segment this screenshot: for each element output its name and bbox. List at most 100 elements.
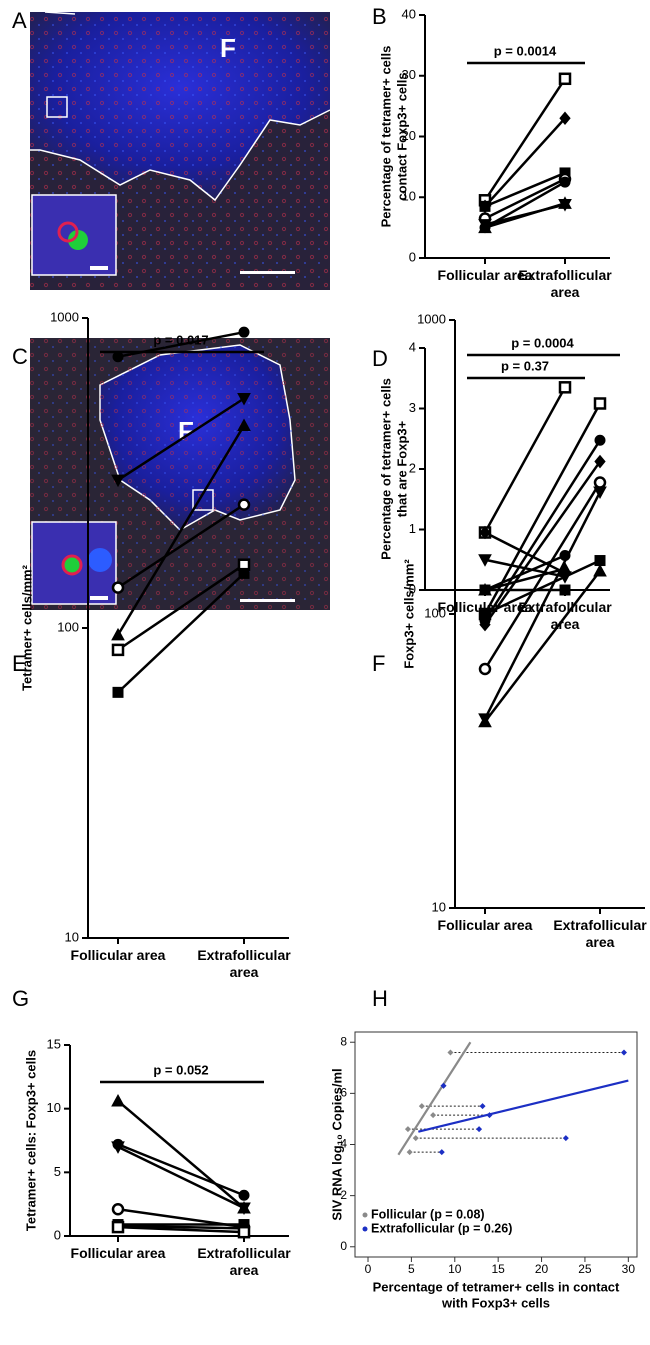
y-tick-label: 15 xyxy=(47,1036,61,1051)
x-tick-label: 5 xyxy=(408,1262,415,1276)
x-tick-label: Extrafollicular area xyxy=(197,947,291,980)
pair-line xyxy=(117,1143,245,1197)
pair-line xyxy=(116,424,246,636)
pair-line xyxy=(117,397,245,482)
x-tick-label: Extrafollicular area xyxy=(197,1245,291,1278)
point xyxy=(478,554,492,567)
point xyxy=(237,1225,251,1239)
point xyxy=(486,1112,493,1119)
legend-swatch xyxy=(362,1226,368,1232)
point xyxy=(558,72,572,86)
point xyxy=(237,498,251,511)
point xyxy=(447,1049,454,1056)
pair-line xyxy=(484,117,566,208)
point xyxy=(111,1203,125,1216)
y-tick-label: 0 xyxy=(340,1239,347,1253)
x-tick-label: Follicular area xyxy=(437,917,533,933)
point xyxy=(479,584,491,596)
point xyxy=(594,434,606,446)
point xyxy=(479,200,491,212)
point xyxy=(111,1141,125,1154)
point xyxy=(559,584,571,596)
panel-label: B xyxy=(372,4,387,29)
pair-line xyxy=(117,1224,245,1230)
y-tick-label: 100 xyxy=(57,619,79,634)
point xyxy=(594,454,606,469)
pair-line xyxy=(483,481,602,670)
pair-line xyxy=(484,559,601,616)
y-tick-label: 4 xyxy=(340,1137,347,1151)
x-tick-label: Follicular area xyxy=(70,947,166,963)
y-tick-label: 10 xyxy=(47,1100,61,1115)
x-tick-label: Follicular area xyxy=(437,267,533,283)
point xyxy=(412,1135,419,1142)
point xyxy=(111,643,125,657)
point xyxy=(479,1103,486,1110)
point xyxy=(593,397,607,410)
point xyxy=(406,1149,413,1156)
x-axis-label: Percentage of tetramer+ cells in contact xyxy=(373,1279,620,1294)
pair-line xyxy=(484,203,566,226)
pair-line xyxy=(117,563,245,651)
p-value: p = 0.0004 xyxy=(511,335,574,350)
y-axis-label: Tetramer+ cells/mm² xyxy=(19,564,34,691)
point xyxy=(562,1135,569,1142)
y-axis-label: Tetramer+ cells: Foxp3+ cells xyxy=(23,1050,38,1231)
x-tick-label: 20 xyxy=(535,1262,549,1276)
panel-label: G xyxy=(12,986,29,1011)
y-axis-label: Foxp3+ cells/mm² xyxy=(401,559,416,669)
point xyxy=(558,199,572,212)
x-tick-label: Follicular area xyxy=(437,599,533,615)
y-tick-label: 2 xyxy=(340,1188,347,1202)
pair-line xyxy=(117,572,245,694)
point xyxy=(238,326,250,338)
x-tick-label: 10 xyxy=(448,1262,462,1276)
point xyxy=(478,662,492,676)
panel-label: D xyxy=(372,346,388,371)
point xyxy=(440,1082,447,1089)
micrograph-a xyxy=(30,11,331,290)
x-tick-label: 25 xyxy=(578,1262,592,1276)
point xyxy=(593,486,607,500)
pair-line xyxy=(117,1145,245,1210)
point xyxy=(479,525,491,540)
pair-line xyxy=(484,171,566,208)
y-tick-label: 1 xyxy=(409,521,416,536)
x-tick-label: Extrafollicular area xyxy=(553,917,647,950)
y-tick-label: 0 xyxy=(54,1227,61,1242)
point xyxy=(237,392,251,406)
y-axis-label: that are Foxp3+ xyxy=(394,420,409,517)
point xyxy=(559,176,571,188)
pair-line xyxy=(117,1100,245,1209)
point xyxy=(438,1149,445,1156)
p-value: p = 0.017 xyxy=(153,332,208,347)
y-tick-label: 1000 xyxy=(417,311,446,326)
panel-label: E xyxy=(12,651,27,676)
y-tick-label: 100 xyxy=(424,605,446,620)
pair-line xyxy=(484,177,566,220)
point xyxy=(238,1189,250,1201)
x-tick-label: Extrafollicular area xyxy=(518,599,612,632)
legend-label: Follicular (p = 0.08) xyxy=(371,1207,485,1221)
point xyxy=(237,1202,251,1216)
y-tick-label: 10 xyxy=(432,899,446,914)
y-tick-label: 2 xyxy=(409,460,416,475)
y-tick-label: 8 xyxy=(340,1034,347,1048)
y-tick-label: 0 xyxy=(409,581,416,596)
point xyxy=(478,219,492,232)
pair-line xyxy=(117,1225,245,1234)
point xyxy=(476,1126,483,1133)
pair-line xyxy=(484,567,566,592)
pair-line xyxy=(483,491,602,720)
pair-line xyxy=(483,386,567,534)
point xyxy=(593,563,607,577)
pair-line xyxy=(483,460,602,626)
pair-line xyxy=(484,531,566,575)
point xyxy=(111,581,125,594)
legend-swatch xyxy=(362,1212,368,1218)
point xyxy=(559,111,571,126)
point xyxy=(620,1049,627,1056)
y-tick-label: 6 xyxy=(340,1086,347,1100)
panel-label: C xyxy=(12,344,28,369)
